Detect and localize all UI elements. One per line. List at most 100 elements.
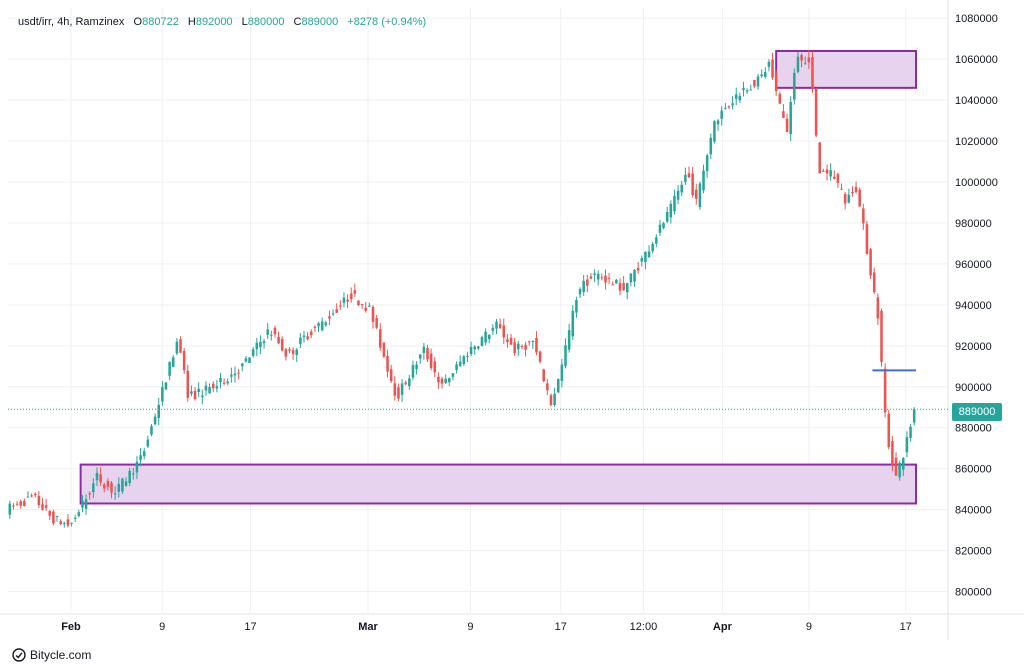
candle-body <box>734 94 738 99</box>
candle-body <box>694 189 698 199</box>
y-tick-label: 840000 <box>955 505 992 517</box>
candle-body <box>266 329 269 335</box>
candle-body <box>353 290 357 294</box>
candle-body <box>360 304 364 306</box>
candle-body <box>248 357 251 363</box>
candle-body <box>600 277 604 279</box>
candle-body <box>469 346 473 355</box>
candle-body <box>727 106 731 108</box>
footer-brand[interactable]: Bitycle.com <box>12 648 91 662</box>
candle-body <box>386 355 389 372</box>
candle-body <box>389 369 393 381</box>
x-tick-label: 17 <box>555 621 567 633</box>
candle-body <box>807 57 811 63</box>
candle-body <box>331 313 335 315</box>
candle-body <box>843 193 847 204</box>
candle-body <box>458 361 462 366</box>
candle-body <box>215 386 219 389</box>
candle-body <box>833 176 836 179</box>
y-tick-label: 920000 <box>955 341 992 353</box>
candle-body <box>63 523 66 525</box>
candle-body <box>669 203 673 218</box>
candle-body <box>44 505 48 508</box>
candle-body <box>291 350 295 354</box>
candle-body <box>724 107 727 109</box>
candle-body <box>113 493 117 495</box>
x-tick-label: Feb <box>61 621 81 633</box>
last-price-tag: 889000 <box>952 403 1002 421</box>
candle-body <box>858 189 861 207</box>
x-tick-label: Apr <box>713 621 733 633</box>
candle-body <box>625 282 629 293</box>
candle-body <box>498 324 502 328</box>
candle-body <box>803 63 807 65</box>
candle-body <box>161 387 164 402</box>
candle-body <box>310 331 313 336</box>
candle-body <box>491 327 495 331</box>
x-tick-label: Mar <box>358 621 378 633</box>
candle-body <box>607 277 611 279</box>
candle-body <box>382 342 386 357</box>
candle-body <box>578 289 582 295</box>
symbol-legend: usdt/irr, 4h, Ramzinex O880722 H892000 L… <box>18 16 426 28</box>
candle-body <box>422 346 426 353</box>
candle-body <box>680 184 684 193</box>
candle-body <box>201 395 204 398</box>
x-tick-label: 12:00 <box>630 621 658 633</box>
candle-body <box>589 276 593 279</box>
candle-body <box>110 482 113 493</box>
candle-body <box>785 118 789 133</box>
candle-body <box>368 305 371 307</box>
candle-body <box>164 382 168 390</box>
candle-body <box>8 503 12 515</box>
y-tick-label: 820000 <box>955 546 992 558</box>
legend-high: 892000 <box>195 16 233 28</box>
candle-body <box>709 137 713 155</box>
candle-body <box>135 461 139 473</box>
candle-body <box>553 393 556 406</box>
supply-demand-zone <box>775 49 918 89</box>
candle-body <box>95 472 99 481</box>
candle-body <box>622 283 625 291</box>
candle-body <box>211 383 215 389</box>
candle-body <box>150 426 153 435</box>
candle-body <box>546 383 549 391</box>
bitycle-logo-icon <box>12 648 26 662</box>
candle-body <box>764 72 767 77</box>
candle-body <box>324 322 328 326</box>
candle-body <box>12 505 15 507</box>
y-tick-label: 940000 <box>955 300 992 312</box>
candle-body <box>429 353 433 369</box>
candle-body <box>197 388 200 392</box>
candle-body <box>171 357 175 367</box>
candle-body <box>782 111 785 118</box>
candle-body <box>556 378 560 393</box>
supply-demand-zone <box>79 463 917 505</box>
candle-body <box>273 327 277 335</box>
candle-body <box>270 334 273 336</box>
candle-body <box>139 455 142 460</box>
candle-body <box>502 325 506 338</box>
candle-body <box>749 89 753 91</box>
candle-body <box>230 374 233 377</box>
candle-body <box>70 522 73 524</box>
candle-body <box>81 500 84 508</box>
x-tick-label: 9 <box>467 621 473 633</box>
y-tick-label: 1060000 <box>955 54 998 66</box>
candle-body <box>640 258 644 262</box>
candle-body <box>738 95 742 101</box>
candle-body <box>604 275 607 283</box>
candle-body <box>615 279 618 284</box>
candle-body <box>346 299 349 302</box>
candle-body <box>339 305 342 307</box>
candle-body <box>851 192 854 194</box>
candle-body <box>92 483 95 493</box>
candle-body <box>575 299 578 313</box>
candle-body <box>713 121 716 142</box>
y-tick-label: 980000 <box>955 218 992 230</box>
candle-body <box>611 284 614 286</box>
candle-body <box>898 462 901 478</box>
candle-body <box>226 381 230 384</box>
